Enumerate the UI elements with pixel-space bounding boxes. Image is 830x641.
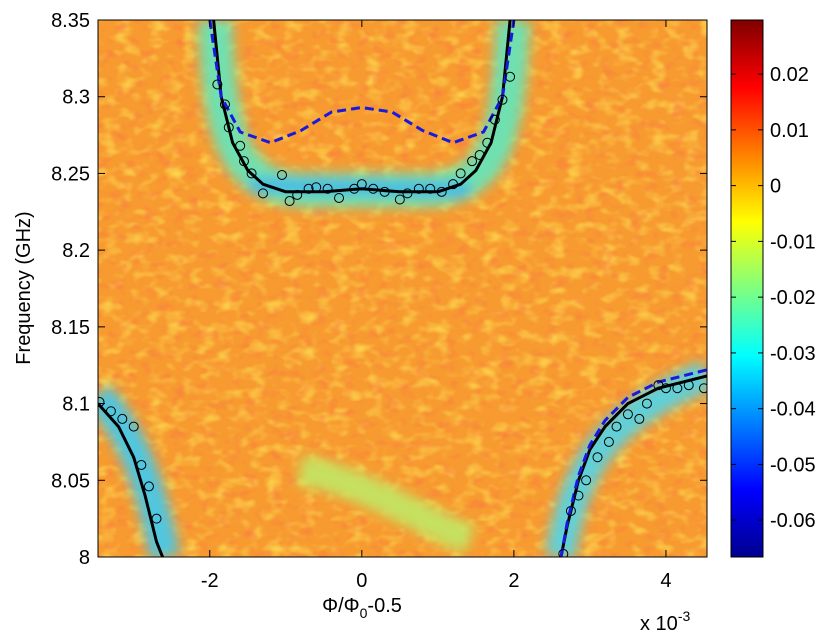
data-point bbox=[592, 452, 603, 463]
data-point bbox=[482, 137, 493, 148]
data-point bbox=[303, 183, 314, 194]
data-point bbox=[257, 188, 268, 199]
data-point bbox=[334, 192, 345, 203]
data-point bbox=[448, 179, 459, 190]
data-point bbox=[394, 194, 405, 205]
data-point bbox=[467, 156, 478, 167]
x-axis-label: Φ/Φ0-0.5 bbox=[322, 595, 402, 621]
x-tick-label: -2 bbox=[201, 570, 219, 592]
data-point bbox=[641, 398, 652, 409]
x-tick-label: 4 bbox=[660, 570, 671, 592]
data-point bbox=[634, 413, 645, 424]
y-tick-label: 8.1 bbox=[62, 394, 90, 416]
data-point bbox=[565, 505, 576, 516]
data-point bbox=[136, 459, 147, 470]
data-point bbox=[143, 481, 154, 492]
data-layer bbox=[98, 20, 707, 557]
data-point bbox=[276, 169, 287, 180]
x-label-sub: 0 bbox=[360, 605, 368, 621]
data-point bbox=[238, 156, 249, 167]
colorbar-tick-label: -0.06 bbox=[770, 510, 816, 532]
data-point bbox=[573, 490, 584, 501]
data-point bbox=[368, 183, 379, 194]
data-point bbox=[128, 421, 139, 432]
data-point bbox=[672, 383, 683, 394]
data-point bbox=[683, 380, 694, 391]
data-point bbox=[611, 421, 622, 432]
data-point bbox=[235, 140, 246, 151]
data-point bbox=[322, 183, 333, 194]
plot-frame bbox=[97, 19, 708, 558]
x-multiplier-base: x 10 bbox=[640, 613, 678, 635]
colorbar-tick-label: 0.01 bbox=[770, 120, 809, 142]
y-tick-label: 8 bbox=[79, 547, 90, 569]
y-tick-label: 8.3 bbox=[62, 87, 90, 109]
data-point bbox=[349, 183, 360, 194]
colorbar-tick-label: -0.03 bbox=[770, 343, 816, 365]
data-point bbox=[284, 196, 295, 207]
data-point bbox=[219, 99, 230, 110]
colorbar-tick-label: 0 bbox=[770, 176, 781, 198]
data-point bbox=[425, 183, 436, 194]
data-point bbox=[356, 179, 367, 190]
data-point bbox=[379, 186, 390, 197]
data-point bbox=[246, 168, 257, 179]
colorbar-tick-label: -0.02 bbox=[770, 287, 816, 309]
data-point bbox=[117, 413, 128, 424]
data-point bbox=[698, 383, 707, 394]
data-point bbox=[622, 409, 633, 420]
x-label-main: Φ/Φ bbox=[322, 595, 359, 617]
data-point bbox=[603, 436, 614, 447]
data-point bbox=[558, 548, 569, 557]
x-tick-label: 2 bbox=[508, 570, 519, 592]
data-point bbox=[474, 150, 485, 161]
x-label-tail: -0.5 bbox=[367, 595, 401, 617]
colorbar-tick-label: 0.02 bbox=[770, 64, 809, 86]
x-tick-label: 0 bbox=[356, 570, 367, 592]
data-point bbox=[436, 186, 447, 197]
x-multiplier: x 10-3 bbox=[640, 608, 690, 635]
data-point bbox=[455, 168, 466, 179]
colorbar-tick-label: -0.05 bbox=[770, 454, 816, 476]
data-point bbox=[489, 114, 500, 125]
colorbar bbox=[730, 19, 764, 558]
data-point bbox=[505, 71, 516, 82]
y-axis-label: Frequency (GHz) bbox=[13, 211, 35, 364]
data-point bbox=[151, 513, 162, 524]
colorbar-tick-label: -0.01 bbox=[770, 231, 816, 253]
colorbar-tick-label: -0.04 bbox=[770, 399, 816, 421]
data-point bbox=[212, 79, 223, 90]
data-point bbox=[105, 406, 116, 417]
data-point bbox=[292, 189, 303, 200]
y-tick-label: 8.25 bbox=[51, 163, 90, 185]
data-point bbox=[402, 188, 413, 199]
y-tick-label: 8.15 bbox=[51, 317, 90, 339]
x-multiplier-exp: -3 bbox=[678, 608, 691, 624]
y-tick-label: 8.05 bbox=[51, 470, 90, 492]
data-point bbox=[581, 475, 592, 486]
y-tick-label: 8.35 bbox=[51, 10, 90, 32]
data-point bbox=[497, 94, 508, 105]
y-tick-label: 8.2 bbox=[62, 240, 90, 262]
data-point bbox=[660, 383, 671, 394]
heatmap bbox=[98, 20, 707, 557]
data-point bbox=[311, 182, 322, 193]
data-point bbox=[413, 183, 424, 194]
data-point bbox=[223, 122, 234, 133]
data-point bbox=[98, 397, 105, 408]
